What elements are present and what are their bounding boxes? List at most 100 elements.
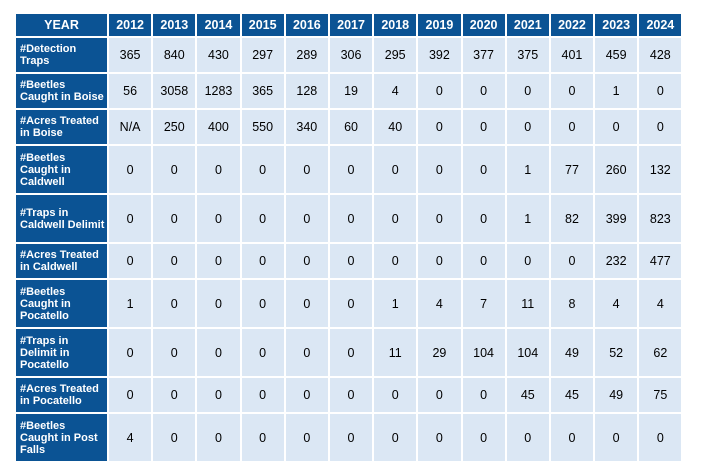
table-cell: 428	[637, 36, 684, 74]
table-cell: 7	[460, 278, 507, 329]
year-header-cell: 2019	[416, 12, 463, 38]
table-cell: 56	[106, 72, 154, 110]
table-cell: 0	[106, 376, 154, 414]
table-cell: 0	[327, 144, 375, 195]
table-cell: 430	[195, 36, 242, 74]
table-cell: 0	[106, 327, 154, 378]
table-cell: 0	[239, 144, 286, 195]
table-cell: 399	[593, 193, 640, 244]
table-cell: 0	[460, 242, 507, 280]
table-cell: 260	[593, 144, 640, 195]
year-header-cell: 2020	[460, 12, 507, 38]
table-cell: 0	[548, 412, 596, 463]
table-cell: 0	[460, 72, 507, 110]
table-cell: 0	[327, 242, 375, 280]
year-header-cell: 2015	[239, 12, 286, 38]
table-cell: 0	[151, 242, 198, 280]
table-cell: 0	[504, 108, 551, 146]
table-cell: 0	[327, 412, 375, 463]
table-row: #Traps in Delimit in Pocatello 0 0 0 0 0 0 11 29…	[14, 327, 684, 378]
table-cell: 375	[504, 36, 551, 74]
row-label: #Traps in Caldwell Delimit	[14, 193, 109, 244]
table-row: #Detection Traps 365 840 430 297 289 306 295 392…	[14, 36, 684, 74]
table-cell: 0	[239, 278, 286, 329]
row-label: #Beetles Caught in Caldwell	[14, 144, 109, 195]
table-cell: 0	[151, 376, 198, 414]
table-cell: 60	[327, 108, 375, 146]
row-label: #Beetles Caught in Pocatello	[14, 278, 109, 329]
table-cell: 297	[239, 36, 286, 74]
table-cell: 104	[460, 327, 507, 378]
data-table-container: YEAR 2012 2013 2014 2015 2016 2017 2018 …	[14, 12, 684, 463]
table-cell: 4	[106, 412, 154, 463]
table-row: #Traps in Caldwell Delimit 0 0 0 0 0 0 0 0 0 1 82 39…	[14, 193, 684, 244]
table-cell: 0	[106, 144, 154, 195]
row-label: #Acres Treated in Caldwell	[14, 242, 109, 280]
table-cell: 1	[106, 278, 154, 329]
table-cell: 1	[504, 144, 551, 195]
year-header-cell: 2016	[283, 12, 330, 38]
table-row: #Beetles Caught in Pocatello 1 0 0 0 0 0 1 4 7 11 8…	[14, 278, 684, 329]
table-cell: 0	[151, 327, 198, 378]
table-cell: 0	[460, 144, 507, 195]
table-cell: 0	[195, 193, 242, 244]
table-cell: 0	[283, 376, 330, 414]
table-cell: 401	[548, 36, 596, 74]
table-cell: 45	[548, 376, 596, 414]
table-cell: 400	[195, 108, 242, 146]
table-cell: 0	[195, 242, 242, 280]
table-cell: 0	[460, 193, 507, 244]
table-cell: 40	[372, 108, 419, 146]
table-cell: 459	[593, 36, 640, 74]
table-cell: 0	[151, 144, 198, 195]
table-row: #Acres Treated in Pocatello 0 0 0 0 0 0 0 0 0 45 45…	[14, 376, 684, 414]
table-cell: 0	[151, 412, 198, 463]
table-cell: 0	[637, 72, 684, 110]
table-cell: 377	[460, 36, 507, 74]
table-cell: 0	[548, 242, 596, 280]
table-cell: 0	[327, 193, 375, 244]
table-cell: 0	[416, 72, 463, 110]
table-cell: 0	[327, 327, 375, 378]
table-cell: 0	[239, 193, 286, 244]
table-body: #Detection Traps 365 840 430 297 289 306 295 392…	[14, 36, 684, 463]
table-cell: 0	[151, 193, 198, 244]
table-cell: 1283	[195, 72, 242, 110]
table-cell: 0	[416, 193, 463, 244]
table-cell: 0	[637, 412, 684, 463]
table-cell: 0	[106, 193, 154, 244]
table-cell: 0	[637, 108, 684, 146]
table-cell: 0	[372, 242, 419, 280]
table-cell: 0	[195, 327, 242, 378]
table-cell: 49	[593, 376, 640, 414]
table-cell: 128	[283, 72, 330, 110]
year-header-cell: 2023	[593, 12, 640, 38]
year-header-cell: 2018	[372, 12, 419, 38]
row-label: #Traps in Delimit in Pocatello	[14, 327, 109, 378]
table-cell: 392	[416, 36, 463, 74]
row-label: #Beetles Caught in Boise	[14, 72, 109, 110]
table-cell: 250	[151, 108, 198, 146]
table-cell: 0	[195, 144, 242, 195]
table-cell: 0	[283, 193, 330, 244]
table-row: #Acres Treated in Caldwell 0 0 0 0 0 0 0 0 0 0 0 232…	[14, 242, 684, 280]
table-cell: 550	[239, 108, 286, 146]
table-row: #Beetles Caught in Boise 56 3058 1283 365 128…	[14, 72, 684, 110]
table-cell: 0	[283, 412, 330, 463]
table-cell: 3058	[151, 72, 198, 110]
table-cell: 365	[106, 36, 154, 74]
year-header-cell: 2014	[195, 12, 242, 38]
table-cell: 295	[372, 36, 419, 74]
table-cell: 0	[548, 108, 596, 146]
table-row: #Beetles Caught in Caldwell 0 0 0 0 0 0 0 0 0 1 77 2…	[14, 144, 684, 195]
table-row: #Beetles Caught in Post Falls 4 0 0 0 0 0 0 0 0 0 0…	[14, 412, 684, 463]
table-cell: 1	[372, 278, 419, 329]
table-cell: 0	[416, 108, 463, 146]
table-cell: 0	[327, 278, 375, 329]
table-cell: 0	[283, 242, 330, 280]
year-header: YEAR	[14, 12, 109, 38]
year-header-cell: 2022	[548, 12, 596, 38]
year-header-cell: 2021	[504, 12, 551, 38]
table-cell: N/A	[106, 108, 154, 146]
table-cell: 0	[195, 376, 242, 414]
